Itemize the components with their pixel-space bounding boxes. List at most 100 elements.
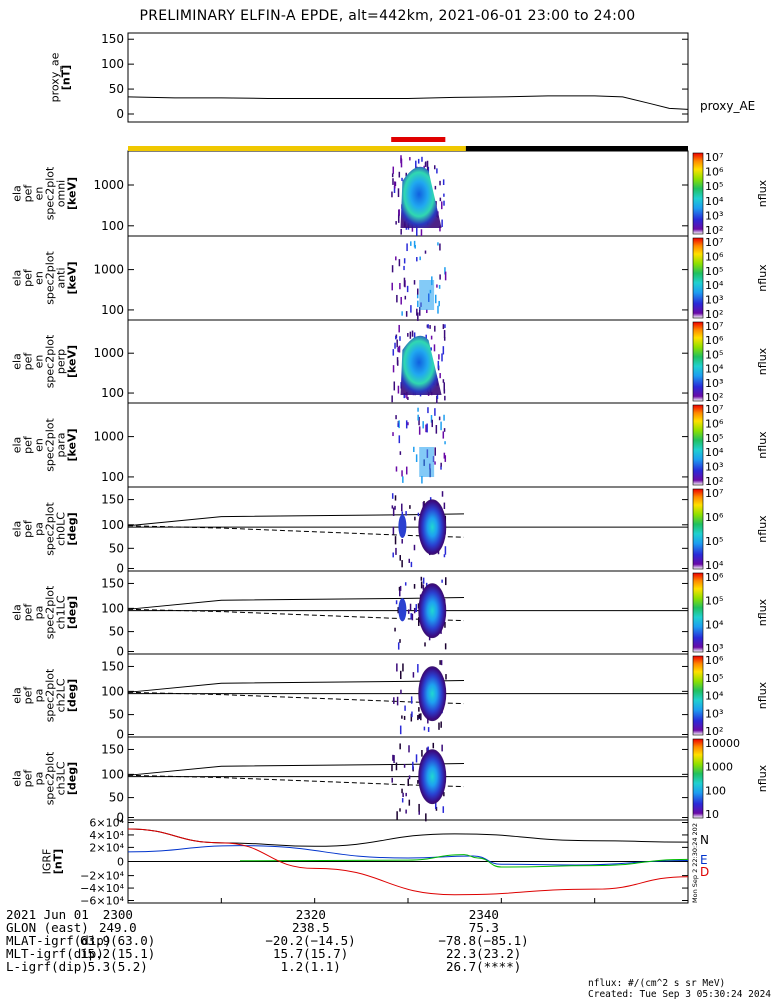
spectrogram-speckle xyxy=(396,294,398,303)
colorbar-tick-label: 10² xyxy=(705,224,723,237)
pa-speckle xyxy=(415,754,418,763)
colorbar xyxy=(692,572,704,653)
pa-speckle xyxy=(399,725,402,735)
y-axis-label: pa xyxy=(33,689,46,703)
spectrogram-speckle xyxy=(443,414,445,421)
colorbar-tick-label: 10⁶ xyxy=(705,511,724,524)
spectrogram-speckle xyxy=(397,385,400,394)
spectrogram-speckle xyxy=(401,177,403,181)
pa-speckle xyxy=(401,503,403,512)
spectrogram-speckle xyxy=(395,415,397,420)
y-axis-label: proxy_ae xyxy=(49,52,62,102)
spectrogram-speckle xyxy=(405,466,408,475)
spectrogram-speckle xyxy=(417,312,419,321)
pa-speckle xyxy=(401,715,403,719)
spectrogram-speckle xyxy=(434,185,437,190)
pa-speckle xyxy=(407,778,410,786)
y-axis-label: pef xyxy=(22,268,35,287)
y-tick-label: 4×10⁴ xyxy=(89,829,124,842)
spectrogram-speckle xyxy=(426,309,428,314)
spectrogram-speckle xyxy=(391,191,393,198)
y-axis-label: pa xyxy=(33,606,46,620)
spectrogram-speckle xyxy=(418,306,421,316)
colorbar-tick-label: 10⁶ xyxy=(705,334,724,347)
y-axis-label: ch1LC xyxy=(55,595,68,629)
spectrogram-speckle xyxy=(404,295,407,300)
spectrogram-speckle xyxy=(398,324,400,333)
spectrogram-speckle xyxy=(438,354,440,360)
spectrogram-speckle xyxy=(421,156,423,162)
spectrogram-speckle xyxy=(398,435,401,444)
y-axis-label: anti xyxy=(55,267,68,288)
colorbar-tick-label: 10⁴ xyxy=(705,559,724,572)
pa-speckle xyxy=(408,775,411,780)
pa-speckle xyxy=(399,639,401,643)
y-axis-label: ela xyxy=(11,604,24,621)
colorbar-tick-label: 10⁷ xyxy=(705,320,723,333)
spectrogram-speckle xyxy=(426,423,428,433)
spectrogram-speckle xyxy=(430,335,433,340)
pa-speckle xyxy=(408,799,411,806)
igrf-legend-d: D xyxy=(700,865,709,879)
pa-speckle xyxy=(440,721,442,728)
pa-speckle xyxy=(395,547,397,555)
spectrogram-speckle xyxy=(430,347,432,351)
colorbar-tick-label: 10³ xyxy=(705,461,723,474)
pa-speckle xyxy=(408,558,411,563)
spectrogram-speckle xyxy=(441,201,443,210)
colorbar xyxy=(692,738,704,819)
panel-frame xyxy=(127,653,689,738)
colorbar xyxy=(692,321,704,402)
pa-speckle xyxy=(394,505,396,510)
pa-speckle xyxy=(420,713,422,721)
pa-speckle xyxy=(397,607,399,614)
spectrogram-speckle xyxy=(396,357,399,365)
pa-speckle xyxy=(418,810,420,815)
y-axis-label: pef xyxy=(22,686,35,705)
igrf-series-e xyxy=(127,845,689,866)
spectrogram-speckle xyxy=(443,200,445,206)
pa-speckle xyxy=(441,491,444,497)
spectrogram-speckle xyxy=(405,311,408,317)
footer-value: 75.3 xyxy=(468,920,499,935)
spectrogram-speckle xyxy=(399,451,402,455)
y-tick-label: 150 xyxy=(101,742,124,756)
pa-speckle xyxy=(443,554,446,558)
pa-speckle xyxy=(413,544,416,551)
spectrogram-speckle xyxy=(417,158,420,164)
pa-speckle xyxy=(399,585,402,591)
footer-value: 63.9(63.0) xyxy=(80,933,156,948)
pa-speckle xyxy=(427,746,429,754)
footer-row-label: 2021 Jun 01 xyxy=(6,907,89,922)
spectrogram-speckle xyxy=(443,382,445,391)
y-axis-label: ela xyxy=(11,770,24,787)
spectrogram-speckle xyxy=(393,381,396,391)
pa-speckle xyxy=(443,502,446,509)
spectrogram-speckle xyxy=(417,414,419,421)
state-bar-black xyxy=(465,146,688,151)
spectrogram-flux xyxy=(419,280,435,310)
pa-speckle xyxy=(405,511,407,516)
spectrogram-speckle xyxy=(443,452,446,459)
y-tick-label: 100 xyxy=(101,303,124,317)
spectrogram-speckle xyxy=(400,296,402,305)
spectrogram-speckle xyxy=(444,395,446,401)
igrf-legend-n: N xyxy=(700,833,709,847)
spectrogram-speckle xyxy=(400,155,402,164)
spectrogram-speckle xyxy=(439,226,441,232)
spectrogram-speckle xyxy=(436,284,438,288)
spectrogram-speckle xyxy=(417,288,419,295)
pa-flux xyxy=(418,749,447,805)
spectrogram-speckle xyxy=(441,219,443,228)
spectrogram-speckle xyxy=(418,426,421,435)
y-axis-label: pef xyxy=(22,519,35,538)
colorbar-tick-label: 10² xyxy=(705,475,723,488)
spectrogram-speckle xyxy=(416,293,419,299)
spectrogram-speckle xyxy=(427,407,429,414)
spectrogram-speckle xyxy=(395,256,397,261)
pa-speckle xyxy=(439,660,441,665)
spectrogram-speckle xyxy=(438,416,441,421)
spectrogram-speckle xyxy=(407,396,409,400)
y-tick-label: 100 xyxy=(101,601,124,615)
pa-speckle xyxy=(423,726,426,731)
